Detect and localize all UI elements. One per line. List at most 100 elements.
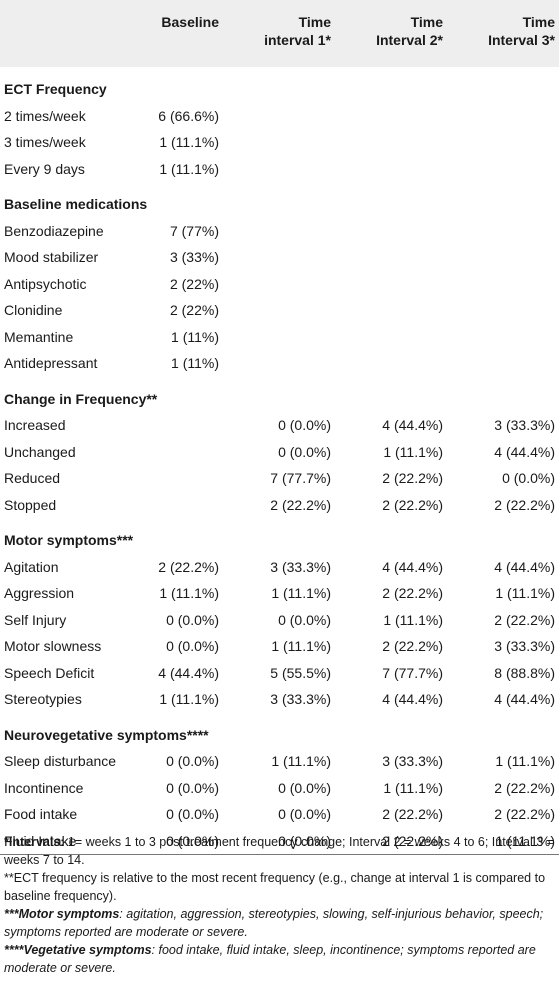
baseline-cell: 0 (0.0%)	[166, 638, 219, 655]
table-row: Motor slowness 0 (0.0%) 1 (11.1%) 2 (22.2%)…	[0, 633, 559, 660]
header-cell-label	[0, 0, 145, 67]
interval-1-cell: 5 (55.5%)	[270, 664, 331, 681]
interval-1-cell: 1 (11.1%)	[271, 753, 331, 770]
interval-3-cell: 2 (22.2%)	[494, 806, 555, 823]
interval-3-cell	[447, 271, 559, 298]
table-row: Clonidine 2 (22%)	[0, 297, 559, 324]
footnote-frequency: **ECT frequency is relative to the most …	[4, 871, 546, 903]
baseline-cell: 1 (11.1%)	[159, 160, 219, 177]
baseline-cell	[145, 439, 223, 466]
row-label: Self Injury	[4, 611, 67, 628]
baseline-cell: 1 (11.1%)	[159, 691, 219, 708]
row-label: Unchanged	[4, 443, 76, 460]
interval-3-cell: 1 (11.1%)	[447, 827, 559, 855]
interval-3-cell: 4 (44.4%)	[494, 443, 555, 460]
interval-3-cell: 4 (44.4%)	[494, 691, 555, 708]
interval-3-cell: 3 (33.3%)	[494, 417, 555, 434]
table-row: Sleep disturbance 0 (0.0%) 1 (11.1%) 3 (33.…	[0, 748, 559, 775]
header-cell-interval-3: Time Interval 3*	[488, 14, 555, 48]
table-row: Increased 0 (0.0%) 4 (44.4%) 3 (33.3%)	[0, 412, 559, 439]
row-label: Incontinence	[4, 779, 84, 796]
interval-2-cell	[335, 271, 447, 298]
interval-3-cell: 1 (11.1%)	[495, 585, 555, 602]
interval-1-cell: 3 (33.3%)	[270, 691, 331, 708]
interval-2-cell: 4 (44.4%)	[382, 417, 443, 434]
row-label: Aggression	[4, 585, 75, 602]
results-table: Baseline Time interval 1* Time Interval …	[0, 0, 559, 855]
row-label: Antidepressant	[4, 355, 98, 372]
section-heading-row: Neurovegetative symptoms****	[0, 722, 559, 749]
section-spacer	[0, 377, 559, 386]
row-label: 2 times/week	[4, 107, 86, 124]
interval-3-cell: 0 (0.0%)	[502, 470, 555, 487]
interval-1-cell	[223, 218, 335, 245]
baseline-cell: 7 (77%)	[169, 222, 219, 239]
interval-2-cell: 4 (44.4%)	[382, 558, 443, 575]
interval-2-cell: 1 (11.1%)	[383, 443, 443, 460]
interval-3-cell	[447, 103, 559, 130]
interval-1-cell: 0 (0.0%)	[278, 806, 331, 823]
row-label: Stopped	[4, 496, 57, 513]
baseline-cell: 4 (44.4%)	[158, 664, 219, 681]
interval-1-cell	[223, 297, 335, 324]
section-title: Baseline medications	[4, 196, 148, 213]
interval-1-cell	[223, 324, 335, 351]
interval-1-cell: 7 (77.7%)	[270, 470, 331, 487]
interval-2-cell: 7 (77.7%)	[382, 664, 443, 681]
baseline-cell: 2 (22%)	[169, 302, 219, 319]
table-row: Antipsychotic 2 (22%)	[0, 271, 559, 298]
baseline-cell: 1 (11.1%)	[159, 585, 219, 602]
section-spacer-cell	[0, 67, 559, 76]
table-row: 3 times/week 1 (11.1%)	[0, 129, 559, 156]
table-row: Food intake 0 (0.0%) 0 (0.0%) 2 (22.2%) 2 (2…	[0, 801, 559, 828]
row-label: Sleep disturbance	[4, 753, 117, 770]
row-label: Mood stabilizer	[4, 249, 99, 266]
header-cell-interval-1: Time interval 1*	[264, 14, 331, 48]
table-row: 2 times/week 6 (66.6%)	[0, 103, 559, 130]
interval-1-cell: 0 (0.0%)	[223, 827, 335, 855]
interval-2-cell: 1 (11.1%)	[383, 779, 443, 796]
row-label: Motor slowness	[4, 638, 102, 655]
table-body: ECT Frequency 2 times/week 6 (66.6%) 3 time…	[0, 67, 559, 855]
baseline-cell: 2 (22%)	[169, 275, 219, 292]
interval-3-cell	[447, 297, 559, 324]
baseline-cell: 3 (33%)	[169, 249, 219, 266]
interval-2-cell	[335, 103, 447, 130]
table-row: Mood stabilizer 3 (33%)	[0, 244, 559, 271]
interval-1-cell	[223, 103, 335, 130]
interval-2-cell	[335, 350, 447, 377]
table-row: Stereotypies 1 (11.1%) 3 (33.3%) 4 (44.4%) 4…	[0, 686, 559, 713]
interval-2-cell	[335, 297, 447, 324]
header-cell-interval-2: Time Interval 2*	[376, 14, 443, 48]
row-label: Stereotypies	[4, 691, 82, 708]
section-spacer	[0, 713, 559, 722]
interval-3-cell: 1 (11.1%)	[495, 753, 555, 770]
footnote-motor-text: : agitation, aggression, stereotypies, s…	[4, 907, 544, 939]
interval-3-cell: 8 (88.8%)	[494, 664, 555, 681]
row-label: Reduced	[4, 470, 61, 487]
table-row: Memantine 1 (11%)	[0, 324, 559, 351]
table-row: Unchanged 0 (0.0%) 1 (11.1%) 4 (44.4%)	[0, 439, 559, 466]
section-title: Neurovegetative symptoms****	[4, 726, 209, 743]
interval-2-cell: 2 (22.2%)	[382, 806, 443, 823]
footnote-motor: ***Motor symptoms: agitation, aggression…	[4, 905, 555, 941]
interval-1-cell: 0 (0.0%)	[278, 443, 331, 460]
section-spacer	[0, 67, 559, 76]
interval-1-cell	[223, 350, 335, 377]
table-row: Self Injury 0 (0.0%) 0 (0.0%) 1 (11.1%) 2 (2…	[0, 607, 559, 634]
footnote-vegetative-label: ****Vegetative symptoms	[4, 943, 152, 957]
row-label: Fluid Intake	[0, 827, 145, 855]
interval-3-cell: 3 (33.3%)	[494, 638, 555, 655]
table-row: Fluid Intake 0 (0.0%) 0 (0.0%) 2 (22.2%) 1 (…	[0, 827, 559, 855]
row-label: Speech Deficit	[4, 664, 95, 681]
results-table-container: Baseline Time interval 1* Time Interval …	[0, 0, 559, 855]
interval-3-cell	[447, 129, 559, 156]
section-heading-row: Baseline medications	[0, 191, 559, 218]
interval-2-cell: 3 (33.3%)	[382, 753, 443, 770]
interval-3-cell: 2 (22.2%)	[494, 779, 555, 796]
interval-3-cell	[447, 244, 559, 271]
baseline-cell	[145, 465, 223, 492]
interval-1-cell	[223, 244, 335, 271]
baseline-cell: 2 (22.2%)	[158, 558, 219, 575]
baseline-cell: 0 (0.0%)	[166, 779, 219, 796]
